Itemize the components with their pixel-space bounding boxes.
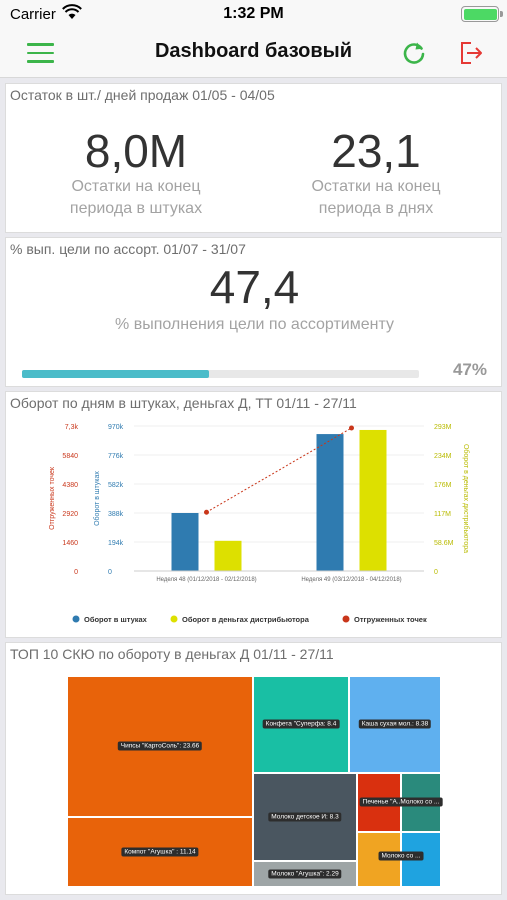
treemap-label: Каша сухая мол.: 8.38 (358, 719, 432, 729)
treemap-label: Молоко детское И: 8.3 (268, 812, 342, 822)
treemap-label: Молоко со ... (378, 851, 424, 861)
turnover-card[interactable]: Оборот по дням в штуках, деньгах Д, ТТ 0… (5, 391, 502, 638)
x-axis-tick: Неделя 48 (01/12/2018 - 02/12/2018) (156, 577, 256, 583)
right-axis-title: Оборот в деньгах дистрибьютора (462, 444, 470, 553)
points-marker (349, 425, 354, 431)
stock-card-title: Остаток в шт./ дней продаж 01/05 - 04/05 (10, 87, 275, 103)
right-axis-tick: 117M (434, 511, 451, 518)
bar-units (171, 513, 199, 571)
right-axis-tick: 293M (434, 424, 452, 431)
assortment-progress-percent: 47% (452, 360, 487, 379)
legend-marker (72, 615, 80, 623)
right-axis-tick: 234M (434, 453, 452, 460)
left-axis-tick: 4380 (62, 482, 78, 489)
legend-label: Отгруженных точек (354, 615, 427, 624)
mid-axis-title: Оборот в штуках (93, 471, 101, 526)
points-marker (204, 509, 209, 515)
left-axis-tick: 2920 (62, 511, 78, 518)
left-axis-title: Отгруженных точек (49, 466, 56, 530)
bar-units (316, 434, 344, 571)
mid-axis-tick: 0 (108, 569, 112, 576)
left-axis-tick: 7,3k (65, 424, 79, 431)
mid-axis-tick: 776k (108, 453, 124, 460)
stock-card[interactable]: Остаток в шт./ дней продаж 01/05 - 04/05… (5, 83, 502, 233)
stock-days-label: Остатки на конец периода в днях (311, 178, 441, 217)
legend-marker (342, 615, 350, 623)
battery-icon (461, 6, 503, 22)
logout-icon[interactable] (457, 39, 485, 72)
mid-axis-tick: 970k (108, 424, 124, 431)
assortment-card-title: % вып. цели по ассорт. 01/07 - 31/07 (10, 241, 246, 257)
assortment-value: 47,4 (209, 261, 300, 313)
top10-card[interactable]: ТОП 10 СКЮ по обороту в деньгах Д 01/11 … (5, 642, 502, 895)
legend-marker (170, 615, 178, 623)
assortment-label: % выполнения цели по ассортименту (115, 316, 394, 333)
right-axis-tick: 58.6M (434, 540, 454, 547)
x-axis-tick: Неделя 49 (03/12/2018 - 04/12/2018) (301, 577, 401, 583)
right-axis-tick: 176M (434, 482, 452, 489)
treemap-label: Печенье "А..Молоко со ... (359, 797, 443, 807)
mid-axis-tick: 582k (108, 482, 124, 489)
treemap-label: Молоко "Агушка": 2.29 (268, 869, 342, 879)
right-axis-tick: 0 (434, 569, 438, 576)
hamburger-menu-icon[interactable] (27, 43, 54, 63)
left-axis-tick: 1460 (62, 540, 78, 547)
left-axis-tick: 0 (74, 569, 78, 576)
nav-bar: Dashboard базовый (0, 28, 507, 78)
stock-units-label: Остатки на конец периода в штуках (69, 178, 203, 217)
mid-axis-tick: 388k (108, 511, 124, 518)
legend-label: Оборот в деньгах дистрибьютора (182, 615, 310, 624)
stock-days-value: 23,1 (331, 125, 421, 177)
assortment-progress-fill (22, 370, 209, 378)
page-title: Dashboard базовый (154, 40, 353, 62)
left-axis-tick: 5840 (62, 453, 78, 460)
mid-axis-tick: 194k (108, 540, 124, 547)
top10-card-title: ТОП 10 СКЮ по обороту в деньгах Д 01/11 … (10, 646, 334, 662)
bar-money (359, 429, 387, 571)
bar-money (214, 540, 242, 571)
top10-treemap[interactable]: Чипсы "КартоСоль": 23.66 Компот "Агушка" … (67, 676, 443, 887)
turnover-card-title: Оборот по дням в штуках, деньгах Д, ТТ 0… (10, 395, 357, 411)
status-bar: Carrier 1:32 PM (0, 0, 507, 28)
treemap-label: Чипсы "КартоСоль": 23.66 (117, 741, 203, 751)
turnover-chart[interactable]: 7,3k 5840 4380 2920 1460 0 970k 776k 582k 388k 194… (6, 416, 501, 636)
wifi-icon (62, 4, 82, 25)
assortment-card[interactable]: % вып. цели по ассорт. 01/07 - 31/07 47,… (5, 237, 502, 387)
assortment-progress-bar (22, 370, 419, 378)
treemap-label: Конфета "Суперфа: 8.4 (262, 719, 340, 729)
status-time: 1:32 PM (223, 5, 284, 22)
carrier-label: Carrier (10, 6, 56, 23)
stock-units-value: 8,0M (84, 125, 188, 177)
legend-label: Оборот в штуках (84, 615, 148, 624)
treemap-label: Компот "Агушка" : 11.14 (121, 847, 199, 857)
refresh-icon[interactable] (400, 39, 428, 72)
